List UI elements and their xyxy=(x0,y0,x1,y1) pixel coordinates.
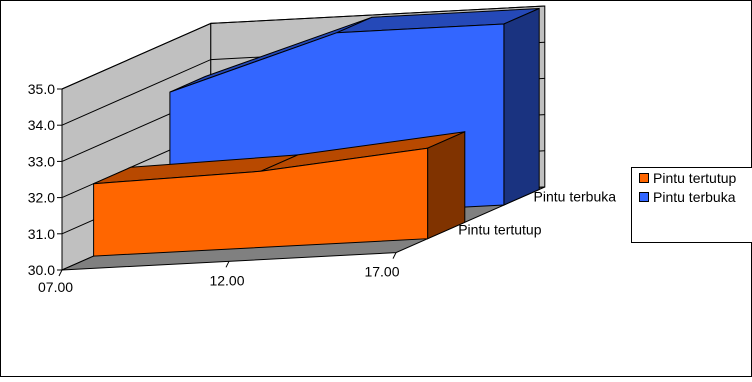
y-tick-label: 32.0 xyxy=(28,190,55,206)
y-tick-label: 31.0 xyxy=(28,226,55,242)
x-tick-label: 12.00 xyxy=(209,272,244,288)
depth-tick-label: Pintu tertutup xyxy=(458,221,541,237)
legend-swatch xyxy=(640,193,649,202)
legend-label: Pintu tertutup xyxy=(653,170,736,186)
y-tick-label: 35.0 xyxy=(28,81,55,97)
x-tick-label: 17.00 xyxy=(364,264,399,280)
y-tick-label: 30.0 xyxy=(28,262,55,278)
legend-swatch xyxy=(640,174,649,183)
x-tick-label: 07.00 xyxy=(38,279,73,295)
legend-label: Pintu terbuka xyxy=(653,189,736,205)
series-end-face xyxy=(504,9,539,206)
y-tick-label: 34.0 xyxy=(28,117,55,133)
depth-tick-label: Pintu terbuka xyxy=(534,188,617,204)
y-tick-label: 33.0 xyxy=(28,153,55,169)
